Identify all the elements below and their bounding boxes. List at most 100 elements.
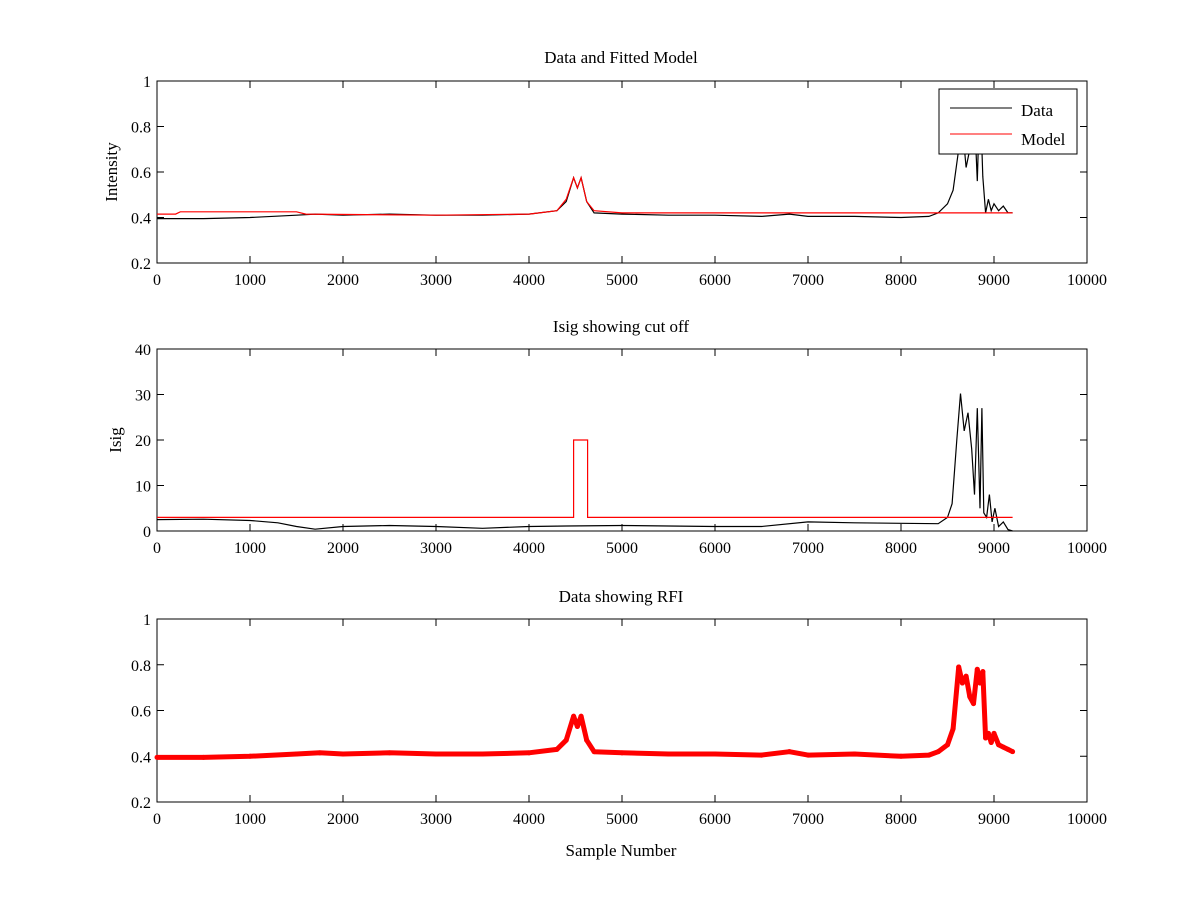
panel-2-ticks: 0 1000 2000 3000 4000 5000 6000 7000 8000 9000 100… <box>135 342 1107 557</box>
x-tick-label: 1000 <box>234 811 266 828</box>
data-point <box>1005 746 1011 752</box>
x-tick-label: 10000 <box>1067 540 1107 557</box>
data-point <box>935 749 941 755</box>
x-tick-label: 4000 <box>513 272 545 289</box>
data-point <box>985 730 991 736</box>
panel-1-ticks: 0 1000 2000 3000 4000 5000 6000 7000 8000 9000 100… <box>131 74 1107 289</box>
x-tick-label: 3000 <box>420 272 452 289</box>
x-tick-label: 8000 <box>885 272 917 289</box>
y-tick-label: 40 <box>135 342 151 359</box>
panel-3-series <box>154 664 1016 760</box>
data-point <box>959 680 965 686</box>
x-tick-label: 0 <box>153 811 161 828</box>
y-tick-label: 0.4 <box>131 211 151 228</box>
data-point <box>996 742 1002 748</box>
x-tick-label: 2000 <box>327 540 359 557</box>
x-tick-label: 3000 <box>420 540 452 557</box>
data-point <box>950 726 956 732</box>
data-point <box>977 680 983 686</box>
data-point <box>619 750 625 756</box>
data-point <box>526 750 532 756</box>
y-tick-label: 20 <box>135 433 151 450</box>
panel-2-title: Isig showing cut off <box>553 317 689 336</box>
x-tick-label: 5000 <box>606 540 638 557</box>
y-tick-label: 0.6 <box>131 165 151 182</box>
y-tick-label: 0.4 <box>131 749 151 766</box>
x-tick-label: 1000 <box>234 540 266 557</box>
panel-1-title: Data and Fitted Model <box>544 48 698 67</box>
data-point <box>983 735 989 741</box>
data-point <box>571 713 577 719</box>
x-tick-label: 9000 <box>978 540 1010 557</box>
x-tick-label: 2000 <box>327 811 359 828</box>
panel-2-axes <box>156 348 1088 532</box>
data-point <box>956 664 962 670</box>
data-point <box>387 750 392 756</box>
x-tick-label: 7000 <box>792 811 824 828</box>
data-point <box>433 751 439 757</box>
x-tick-label: 7000 <box>792 540 824 557</box>
legend-model-label: Model <box>1021 130 1066 149</box>
data-point <box>554 746 560 752</box>
data-point <box>578 713 584 719</box>
data-point <box>945 742 950 748</box>
panel-1: Data and Fitted Model 0 1000 2000 3000 4000 5… <box>102 48 1107 289</box>
data-point <box>584 737 590 743</box>
series-line-1 <box>157 439 1013 519</box>
x-tick-label: 8000 <box>885 811 917 828</box>
panel-2-ylabel: Isig <box>106 427 125 453</box>
data-point <box>1000 744 1006 750</box>
data-point <box>154 754 160 760</box>
data-point <box>294 751 299 757</box>
x-tick-label: 9000 <box>978 272 1010 289</box>
panel-3: Data showing RFI 0 1000 2000 3000 4000 5000 60… <box>131 587 1107 860</box>
data-point <box>247 753 253 759</box>
x-tick-label: 6000 <box>699 811 731 828</box>
x-tick-label: 7000 <box>792 272 824 289</box>
y-tick-label: 0.8 <box>131 120 151 137</box>
y-tick-label: 1 <box>143 612 151 629</box>
data-point <box>971 701 977 707</box>
panel-1-axes <box>156 80 1088 264</box>
x-tick-label: 4000 <box>513 540 545 557</box>
y-tick-label: 0.2 <box>131 795 151 812</box>
data-point <box>317 750 323 756</box>
legend-box <box>938 88 1078 155</box>
y-tick-label: 30 <box>135 388 151 405</box>
data-point <box>591 749 597 755</box>
data-point <box>974 666 980 672</box>
panel-1-series <box>157 90 1013 220</box>
panel-1-ylabel: Intensity <box>102 142 121 202</box>
x-tick-label: 2000 <box>327 272 359 289</box>
x-tick-label: 10000 <box>1067 811 1107 828</box>
data-point <box>805 752 811 758</box>
x-tick-label: 0 <box>153 540 161 557</box>
data-point <box>759 752 764 758</box>
data-point <box>980 669 986 675</box>
series-line-0 <box>156 393 1013 532</box>
data-point <box>712 751 718 757</box>
x-tick-label: 6000 <box>699 540 731 557</box>
data-point <box>963 673 969 679</box>
x-tick-label: 5000 <box>606 811 638 828</box>
legend-data-label: Data <box>1021 101 1054 120</box>
x-tick-label: 0 <box>153 272 161 289</box>
x-tick-label: 10000 <box>1067 272 1107 289</box>
x-tick-label: 5000 <box>606 272 638 289</box>
panel-3-ticks: 0 1000 2000 3000 4000 5000 6000 7000 8000 9000 100… <box>131 612 1107 828</box>
data-point <box>574 724 580 730</box>
x-tick-label: 8000 <box>885 540 917 557</box>
x-tick-label: 1000 <box>234 272 266 289</box>
x-tick-label: 4000 <box>513 811 545 828</box>
x-tick-label: 6000 <box>699 272 731 289</box>
x-tick-label: 9000 <box>978 811 1010 828</box>
data-point <box>480 751 485 757</box>
data-point <box>666 751 671 757</box>
panel-3-axes <box>156 618 1088 803</box>
data-point <box>201 754 206 760</box>
y-tick-label: 1 <box>143 74 151 91</box>
data-point <box>967 694 973 700</box>
series-line-1 <box>157 175 1013 216</box>
data-point <box>926 752 932 758</box>
